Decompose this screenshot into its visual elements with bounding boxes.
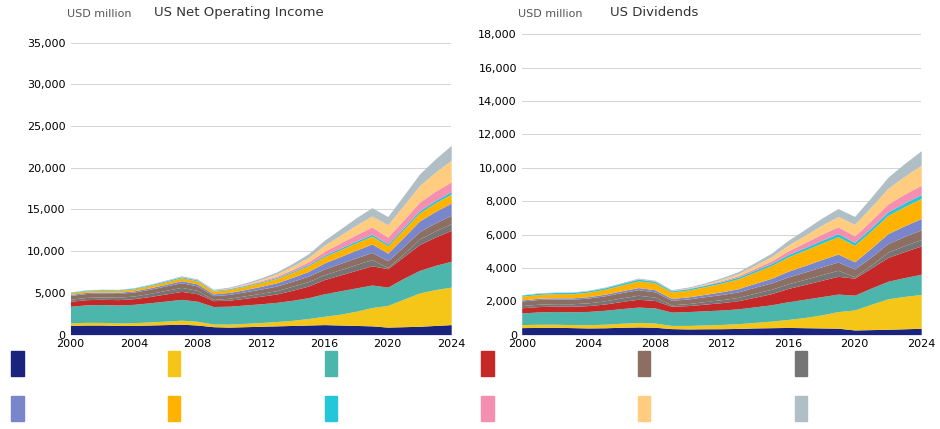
Text: USD million: USD million [67, 9, 132, 19]
Text: Specialty: Specialty [818, 403, 866, 413]
Bar [638, 396, 650, 421]
Bar [11, 350, 24, 376]
Text: Data Centers: Data Centers [662, 403, 730, 413]
Bar [168, 350, 180, 376]
Text: Residential: Residential [505, 358, 562, 368]
Text: Retail: Retail [348, 358, 378, 368]
Text: Office: Office [35, 358, 66, 368]
Text: Self Storage: Self Storage [35, 403, 99, 413]
Text: Lodging & Resorts: Lodging & Resorts [818, 358, 913, 368]
Text: USD million: USD million [518, 9, 582, 19]
Text: US Net Operating Income: US Net Operating Income [154, 6, 324, 19]
Text: US Dividends: US Dividends [610, 6, 698, 19]
Bar [481, 350, 494, 376]
Bar [638, 350, 650, 376]
Text: Diversified: Diversified [662, 358, 717, 368]
Bar [324, 350, 337, 376]
Bar [794, 350, 807, 376]
Bar [11, 396, 24, 421]
Text: Timber: Timber [348, 403, 384, 413]
Text: Infrastructure: Infrastructure [505, 403, 576, 413]
Bar [168, 396, 180, 421]
Bar [324, 396, 337, 421]
Bar [794, 396, 807, 421]
Bar [481, 396, 494, 421]
Text: Health Care: Health Care [192, 403, 253, 413]
Text: Industrial: Industrial [192, 358, 241, 368]
